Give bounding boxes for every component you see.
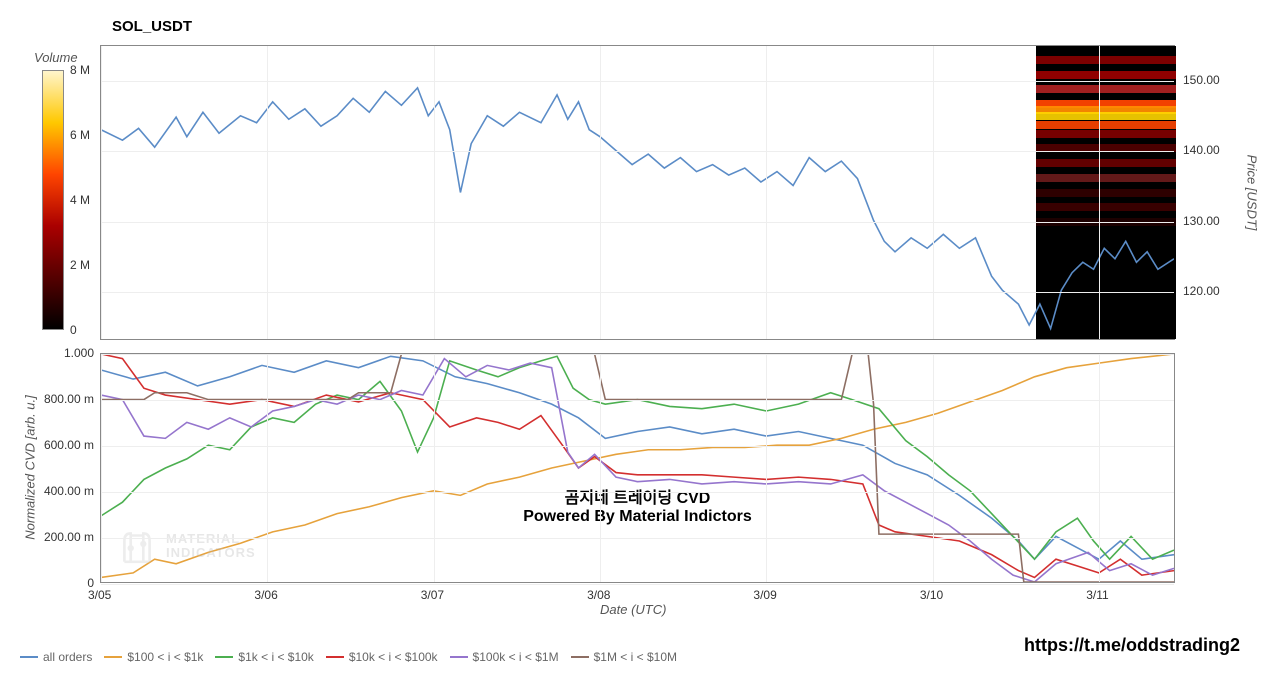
cvd-tick: 0	[87, 576, 94, 590]
cvd-tick: 400.00 m	[44, 484, 94, 498]
x-tick: 3/07	[421, 588, 444, 602]
volume-colorbar	[42, 70, 64, 330]
overlay-line-1: 곰지네 트레이딩 CVD	[438, 484, 838, 508]
cvd-chart: MATERIAL INDICATORS 곰지네 트레이딩 CVD Powered…	[100, 353, 1175, 583]
x-axis-label: Date (UTC)	[600, 602, 666, 617]
volume-tick: 2 M	[70, 258, 90, 272]
x-tick: 3/08	[587, 588, 610, 602]
url-text: https://t.me/oddstrading2	[1024, 635, 1240, 656]
legend-swatch	[571, 656, 589, 658]
legend-label: $1M < i < $10M	[594, 650, 677, 664]
cvd-tick: 800.00 m	[44, 392, 94, 406]
legend-item: $1k < i < $10k	[215, 650, 313, 664]
volume-tick: 0	[70, 323, 77, 337]
legend-item: $100 < i < $1k	[104, 650, 203, 664]
overlay-line-2: Powered By Material Indictors	[438, 508, 838, 526]
volume-tick: 6 M	[70, 128, 90, 142]
legend-item: $1M < i < $10M	[571, 650, 677, 664]
cvd-axis-label: Normalized CVD [arb. u.]	[23, 378, 38, 558]
legend-swatch	[215, 656, 233, 658]
legend: all orders $100 < i < $1k $1k < i < $10k $1…	[20, 650, 770, 664]
legend-swatch	[450, 656, 468, 658]
price-tick: 140.00	[1183, 143, 1220, 157]
legend-label: $100k < i < $1M	[473, 650, 559, 664]
legend-label: all orders	[43, 650, 92, 664]
price-tick: 150.00	[1183, 73, 1220, 87]
legend-label: $10k < i < $100k	[349, 650, 438, 664]
volume-tick: 4 M	[70, 193, 90, 207]
price-tick: 130.00	[1183, 214, 1220, 228]
cvd-tick: 600.00 m	[44, 438, 94, 452]
legend-item: all orders	[20, 650, 92, 664]
cvd-tick: 1.000	[64, 346, 94, 360]
watermark: MATERIAL INDICATORS	[116, 525, 256, 567]
legend-swatch	[20, 656, 38, 658]
legend-label: $100 < i < $1k	[127, 650, 203, 664]
chart-title: SOL_USDT	[112, 18, 192, 35]
cvd-tick: 200.00 m	[44, 530, 94, 544]
price-tick: 120.00	[1183, 284, 1220, 298]
legend-item: $10k < i < $100k	[326, 650, 438, 664]
legend-label: $1k < i < $10k	[238, 650, 313, 664]
price-axis-label: Price [USDT]	[1245, 155, 1260, 231]
x-tick: 3/09	[753, 588, 776, 602]
legend-swatch	[326, 656, 344, 658]
x-tick: 3/10	[920, 588, 943, 602]
x-tick: 3/05	[88, 588, 111, 602]
x-tick: 3/11	[1086, 588, 1108, 602]
price-chart	[100, 45, 1175, 340]
volume-tick: 8 M	[70, 63, 90, 77]
x-tick: 3/06	[254, 588, 277, 602]
legend-swatch	[104, 656, 122, 658]
legend-item: $100k < i < $1M	[450, 650, 559, 664]
watermark-text-1: MATERIAL	[166, 532, 256, 546]
overlay-text: 곰지네 트레이딩 CVD Powered By Material Indicto…	[438, 484, 838, 526]
watermark-text-2: INDICATORS	[166, 546, 256, 560]
